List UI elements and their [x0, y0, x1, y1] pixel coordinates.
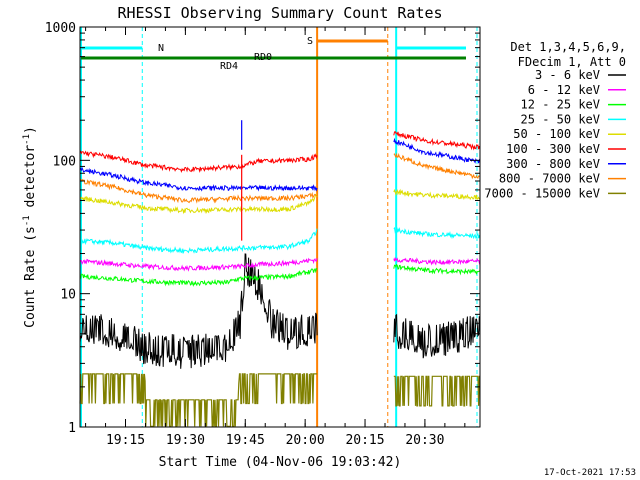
x-tick-label-2015: 20:15 — [345, 433, 384, 448]
y-tick-label-10: 10 — [60, 288, 76, 303]
rd4-flag-label: RD4 — [220, 61, 238, 72]
x-tick-label-1930: 19:30 — [166, 433, 205, 448]
y-tick-label-1000: 1000 — [45, 21, 76, 36]
series-line-100-300-seg2 — [393, 131, 481, 151]
series-line-300-800-seg2 — [393, 137, 481, 164]
night-flag-label: N — [158, 43, 164, 54]
series-line-6-12-seg1 — [79, 257, 318, 272]
series-line-25-50-seg2 — [393, 226, 481, 240]
series-line-50-100-seg1 — [79, 193, 318, 215]
series-line-800-7000-seg1 — [79, 178, 318, 204]
legend-header-1: Det 1,3,4,5,6,9, — [510, 40, 626, 54]
series-line-25-50-seg1 — [79, 228, 318, 255]
series-line-3-6-seg1 — [79, 253, 318, 369]
legend-label-6-12: 6 - 12 keV — [528, 83, 600, 97]
x-tick-label-1945: 19:45 — [226, 433, 265, 448]
legend-label-100-300: 100 - 300 keV — [506, 142, 600, 156]
series-line-100-300-seg1 — [79, 150, 318, 174]
rd0-flag-label: RD0 — [254, 52, 272, 63]
plot-frame — [79, 26, 481, 428]
legend-label-50-100: 50 - 100 keV — [513, 127, 600, 141]
series-line-3-6-seg2 — [393, 313, 481, 359]
series-line-50-100-seg2 — [393, 188, 480, 201]
axes: 1 10 100 1000 19:15 19:30 19:45 20:00 20:15 20:30 — [45, 21, 480, 448]
legend-label-25-50: 25 - 50 keV — [521, 112, 600, 126]
y-axis-label: Count Rate (s-1 detector-1) — [22, 126, 38, 328]
y-tick-label-100: 100 — [53, 154, 76, 169]
legend-label-300-800: 300 - 800 keV — [506, 157, 600, 171]
saa-flag-label: S — [307, 36, 313, 47]
x-tick-label-1915: 19:15 — [106, 433, 145, 448]
series-line-6-12-seg2 — [393, 257, 481, 266]
y-tick-label-1: 1 — [68, 421, 76, 436]
plot-area: N S RD0 RD4 — [79, 27, 481, 427]
legend-header-2: FDecim 1, Att 0 — [518, 55, 626, 69]
series-line-12-25-seg1 — [79, 267, 318, 287]
x-tick-label-2000: 20:00 — [286, 433, 325, 448]
legend-label-3-6: 3 - 6 keV — [535, 68, 600, 82]
x-axis-label: Start Time (04-Nov-06 19:03:42) — [159, 455, 402, 470]
chart-title: RHESSI Observing Summary Count Rates — [117, 4, 442, 22]
legend-label-800-7000: 800 - 7000 keV — [499, 172, 600, 186]
series-line-7000-15000-seg2 — [393, 375, 480, 407]
footer-timestamp: 17-Oct-2021 17:53 — [544, 468, 636, 478]
series-line-7000-15000-seg1 — [79, 373, 318, 427]
legend-label-7000-15000: 7000 - 15000 keV — [484, 186, 600, 200]
legend-label-12-25: 12 - 25 keV — [521, 98, 600, 112]
legend: Det 1,3,4,5,6,9, FDecim 1, Att 0 3 - 6 k… — [484, 40, 626, 200]
series-line-300-800-seg1 — [79, 166, 318, 192]
series-line-800-7000-seg2 — [393, 152, 480, 180]
series-line-12-25-seg2 — [393, 263, 481, 276]
x-tick-label-2030: 20:30 — [405, 433, 444, 448]
